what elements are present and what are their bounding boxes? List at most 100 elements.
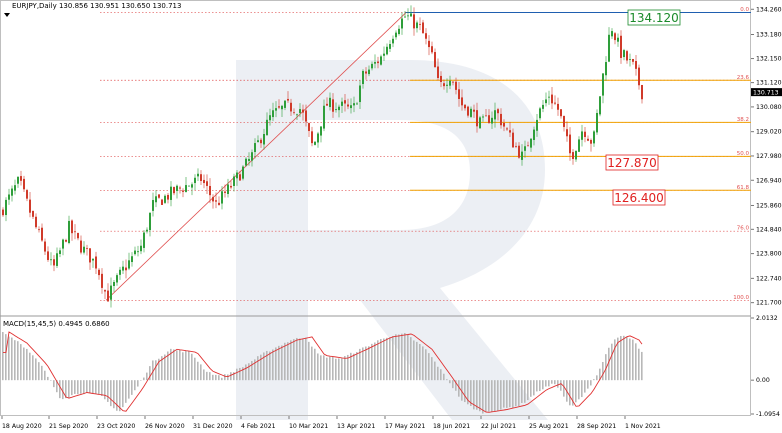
- macd-histogram-bar: [470, 380, 472, 406]
- macd-histogram-bar: [89, 380, 91, 393]
- macd-histogram-bar: [497, 380, 499, 411]
- candle-body: [152, 200, 154, 211]
- candle-body: [326, 103, 328, 106]
- macd-histogram-bar: [602, 362, 604, 381]
- macd-histogram-bar: [128, 380, 130, 399]
- candle-body: [413, 14, 415, 29]
- candle-body: [386, 46, 388, 55]
- macd-histogram-bar: [242, 367, 244, 381]
- macd-histogram-bar: [281, 345, 283, 381]
- target-price-label: 126.400: [614, 191, 664, 205]
- candle-body: [419, 23, 421, 25]
- macd-histogram-bar: [38, 362, 40, 381]
- candle-body: [227, 184, 229, 194]
- macd-histogram-bar: [266, 350, 268, 381]
- time-tick-label: 25 Aug 2021: [529, 423, 569, 430]
- macd-histogram-bar: [293, 339, 295, 381]
- macd-histogram-bar: [314, 348, 316, 381]
- candle-body: [599, 96, 601, 115]
- macd-histogram-bar: [599, 368, 601, 381]
- macd-histogram-bar: [5, 334, 7, 381]
- candle-body: [536, 119, 538, 131]
- macd-histogram-bar: [47, 376, 49, 381]
- macd-histogram-bar: [356, 352, 358, 381]
- triangle-down-icon[interactable]: [3, 4, 11, 17]
- candle-body: [578, 139, 580, 152]
- candle-body: [116, 275, 118, 283]
- macd-histogram-bar: [125, 380, 127, 403]
- candle-body: [62, 239, 64, 249]
- price-tick-label: 126.940: [756, 177, 782, 184]
- macd-histogram-bar: [581, 380, 583, 398]
- candle-body: [614, 33, 616, 41]
- candle-body: [380, 56, 382, 65]
- candle-body: [17, 176, 19, 184]
- macd-histogram-bar: [392, 336, 394, 381]
- candle-body: [371, 63, 373, 69]
- macd-histogram-bar: [491, 380, 493, 412]
- macd-histogram-bar: [503, 380, 505, 408]
- macd-histogram-bar: [407, 334, 409, 381]
- candle-body: [140, 245, 142, 252]
- macd-histogram-bar: [143, 377, 145, 381]
- macd-histogram-bar: [413, 340, 415, 381]
- macd-histogram-bar: [455, 380, 457, 391]
- macd-histogram-bar: [584, 380, 586, 393]
- macd-histogram-bar: [344, 356, 346, 381]
- time-tick-label: 10 Mar 2021: [289, 423, 328, 430]
- candle-body: [521, 151, 523, 160]
- candle-body: [233, 176, 235, 186]
- candle-body: [458, 89, 460, 99]
- candle-body: [278, 106, 280, 108]
- macd-histogram-bar: [596, 375, 598, 381]
- candle-body: [488, 115, 490, 124]
- macd-histogram-bar: [587, 380, 589, 389]
- candle-body: [362, 70, 364, 85]
- candle-body: [512, 132, 514, 148]
- macd-histogram-bar: [446, 379, 448, 381]
- macd-histogram-bar: [569, 380, 571, 406]
- target-price-box: [627, 9, 681, 26]
- price-tick-label: 134.260: [756, 6, 782, 13]
- time-tick-label: 22 Jul 2021: [481, 423, 516, 430]
- macd-histogram-bar: [389, 337, 391, 381]
- time-tick-label: 18 Jun 2021: [433, 423, 470, 430]
- candle-body: [347, 104, 349, 107]
- macd-histogram-bar: [641, 351, 643, 381]
- macd-histogram-bar: [539, 380, 541, 392]
- candle-body: [257, 140, 259, 142]
- macd-histogram-bar: [68, 380, 70, 398]
- candle-body: [275, 108, 277, 111]
- macd-histogram-bar: [41, 365, 43, 381]
- candle-body: [179, 187, 181, 189]
- macd-histogram-bar: [398, 334, 400, 381]
- price-tick-label: 129.020: [756, 129, 782, 136]
- fib-trend-line[interactable]: [105, 12, 407, 301]
- candle-body: [215, 200, 217, 202]
- macd-histogram-bar: [302, 338, 304, 381]
- candle-body: [401, 18, 403, 29]
- candle-body: [461, 97, 463, 106]
- candle-body: [305, 110, 307, 122]
- candle-body: [83, 246, 85, 253]
- macd-histogram-bar: [257, 356, 259, 381]
- candle-body: [245, 158, 247, 166]
- macd-histogram-bar: [368, 346, 370, 381]
- macd-histogram-bar: [239, 367, 241, 381]
- macd-histogram-bar: [338, 358, 340, 381]
- candle-body: [311, 131, 313, 144]
- macd-histogram-bar: [209, 372, 211, 381]
- macd-tick-label: 2.0132: [756, 315, 778, 322]
- target-price-box: [605, 154, 659, 171]
- candle-body: [377, 61, 379, 64]
- macd-histogram-bar: [530, 380, 532, 397]
- macd-histogram-bar: [515, 380, 517, 407]
- candle-body: [50, 259, 52, 261]
- macd-histogram-bar: [332, 356, 334, 381]
- macd-histogram-bar: [275, 347, 277, 381]
- macd-histogram-bar: [410, 337, 412, 381]
- candle-body: [473, 109, 475, 112]
- candle-body: [266, 119, 268, 136]
